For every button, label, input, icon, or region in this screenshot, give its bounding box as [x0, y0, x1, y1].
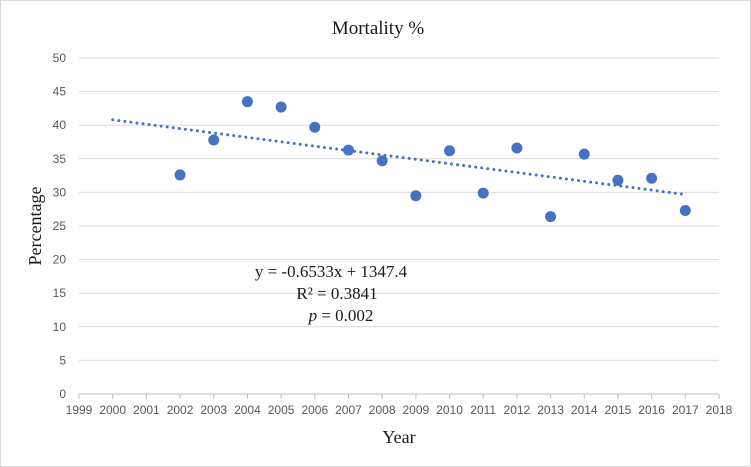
x-tick-label-2011: 2011	[470, 403, 496, 417]
data-point-2017	[679, 205, 691, 217]
x-tick-label-2003: 2003	[200, 403, 227, 417]
y-tick-label-40: 40	[53, 118, 67, 132]
y-axis-ticks: 0 5 10 15 20 25 30 35 40 45 50	[53, 51, 67, 401]
x-tick-label-2016: 2016	[638, 403, 665, 417]
y-tick-label-5: 5	[59, 353, 66, 367]
p-symbol: p	[308, 306, 318, 325]
x-tick-label-2015: 2015	[605, 403, 632, 417]
x-tick-label-2008: 2008	[369, 403, 396, 417]
data-point-2006	[309, 121, 321, 133]
y-tick-label-15: 15	[53, 286, 67, 300]
data-point-2013	[545, 211, 557, 223]
data-point-2011	[477, 187, 489, 199]
data-point-2004	[241, 96, 253, 108]
data-point-2014	[578, 148, 590, 160]
y-axis-label: Percentage	[25, 187, 45, 266]
x-tick-label-2006: 2006	[301, 403, 328, 417]
data-point-2015	[612, 174, 624, 186]
trend-equation: y = -0.6533x + 1347.4	[255, 262, 408, 281]
x-tick-label-2010: 2010	[436, 403, 463, 417]
p-value-text: = 0.002	[317, 306, 373, 325]
x-tick-label-2017: 2017	[672, 403, 699, 417]
data-point-2003	[208, 134, 220, 146]
y-tick-label-20: 20	[53, 253, 67, 267]
y-tick-label-35: 35	[53, 152, 67, 166]
x-axis-ticks: 1999 2000 2001 2002 2003 2004 2005 2006 2007 2008…	[66, 394, 733, 417]
trendline	[111, 118, 687, 196]
x-tick-label-2012: 2012	[504, 403, 531, 417]
data-point-2008	[376, 155, 388, 167]
y-tick-label-30: 30	[53, 185, 67, 199]
x-tick-label-2009: 2009	[402, 403, 429, 417]
r-squared: R² = 0.3841	[296, 284, 377, 303]
x-tick-label-2013: 2013	[537, 403, 564, 417]
x-tick-label-2000: 2000	[99, 403, 126, 417]
y-tick-label-50: 50	[53, 51, 67, 65]
x-tick-label-2014: 2014	[571, 403, 598, 417]
data-point-2009	[410, 190, 422, 202]
y-tick-label-0: 0	[59, 387, 66, 401]
y-tick-label-25: 25	[53, 219, 67, 233]
data-point-2002	[174, 169, 186, 181]
x-tick-label-2004: 2004	[234, 403, 261, 417]
x-tick-label-2001: 2001	[133, 403, 160, 417]
y-tick-label-45: 45	[53, 85, 67, 99]
x-axis-label: Year	[382, 427, 415, 447]
x-tick-label-2018: 2018	[706, 403, 733, 417]
x-tick-label-2007: 2007	[335, 403, 362, 417]
data-point-2016	[646, 172, 658, 184]
p-value: p = 0.002	[308, 306, 374, 325]
x-tick-label-2005: 2005	[268, 403, 295, 417]
data-points	[174, 96, 691, 223]
chart-title: Mortality %	[332, 18, 425, 39]
data-point-2012	[511, 142, 523, 154]
x-tick-label-2002: 2002	[167, 403, 194, 417]
gridlines	[79, 57, 719, 361]
data-point-2010	[444, 145, 456, 157]
data-point-2005	[275, 101, 287, 113]
x-tick-label-1999: 1999	[66, 403, 93, 417]
y-tick-label-10: 10	[53, 320, 67, 334]
data-point-2007	[342, 144, 354, 156]
